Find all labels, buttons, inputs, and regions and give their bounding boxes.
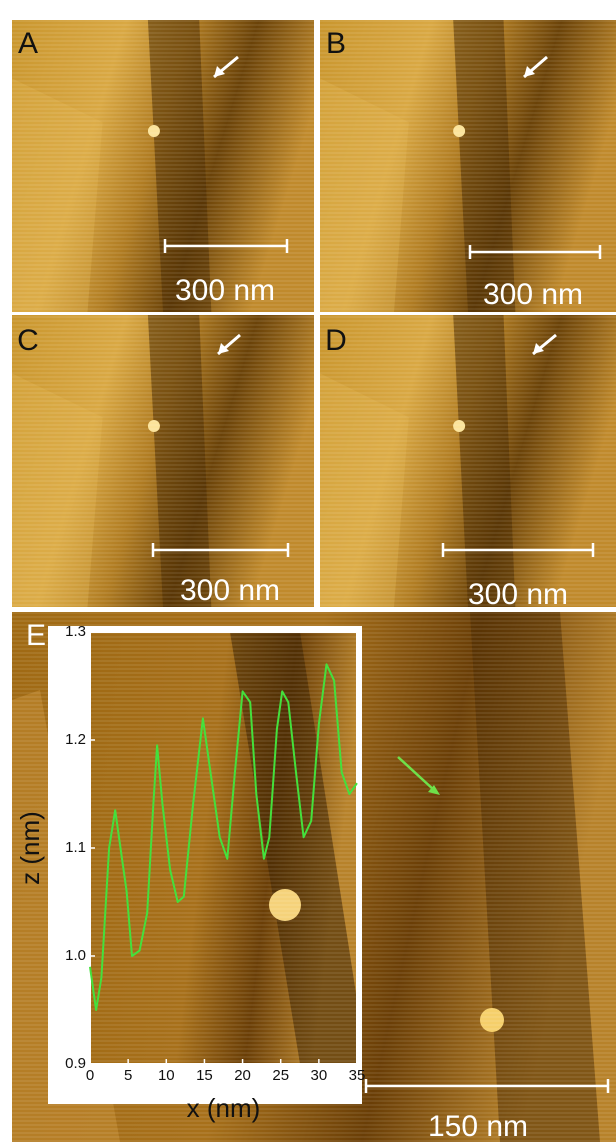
panel-label: D [325, 324, 347, 357]
x-tick-label: 10 [158, 1067, 175, 1084]
x-tick-label: 5 [124, 1067, 132, 1084]
x-axis-label: x (nm) [187, 1093, 261, 1123]
scan-lines [12, 20, 314, 312]
panel-label: A [18, 27, 38, 60]
panel-label: C [17, 324, 39, 357]
x-tick-label: 30 [311, 1067, 328, 1084]
y-tick-label: 1.1 [65, 839, 86, 856]
y-axis-label: z (nm) [15, 811, 45, 885]
scale-bar-label: 300 nm [483, 278, 583, 311]
y-tick-label: 1.3 [65, 623, 86, 640]
scan-lines [320, 20, 616, 312]
x-tick-label: 0 [86, 1067, 94, 1084]
scale-bar-label: 150 nm [428, 1110, 528, 1142]
x-tick-label: 25 [272, 1067, 289, 1084]
scan-lines [12, 315, 314, 607]
y-tick-label: 1.2 [65, 731, 86, 748]
y-tick-label: 0.9 [65, 1055, 86, 1072]
figure: 0 5 10 15 20 25 30 35 0.9 1.0 1.1 1.2 1.3 x (nm) z (nm… [0, 0, 616, 1142]
scan-lines [320, 315, 616, 607]
x-tick-label: 15 [196, 1067, 213, 1084]
scale-bar-label: 300 nm [175, 274, 275, 307]
y-tick-label: 1.0 [65, 947, 86, 964]
scale-bar-label: 300 nm [180, 574, 280, 607]
panel-label: E [26, 619, 46, 652]
scale-bar-label: 300 nm [468, 578, 568, 611]
x-tick-label: 35 [349, 1067, 366, 1084]
x-tick-label: 20 [234, 1067, 251, 1084]
panel-label: B [326, 27, 346, 60]
